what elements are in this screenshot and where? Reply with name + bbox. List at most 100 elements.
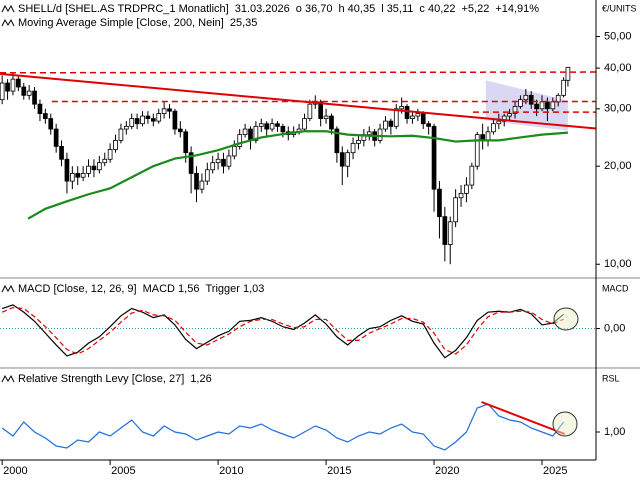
candle-body xyxy=(53,128,59,147)
candle-body xyxy=(248,128,253,141)
candle-body xyxy=(16,78,21,88)
x-tick-label: 2000 xyxy=(3,465,27,477)
candle-body xyxy=(420,113,426,125)
candle-body xyxy=(204,169,210,182)
candle-body xyxy=(464,184,469,194)
header-text: Trigger 1,03 xyxy=(205,283,264,295)
header-text: c 40,22 xyxy=(419,3,455,15)
candle-body xyxy=(269,123,275,130)
candle-body xyxy=(334,128,340,154)
candle-body xyxy=(32,90,37,105)
candle-body xyxy=(469,165,475,186)
highlight-circle xyxy=(552,411,578,437)
candle-body xyxy=(534,103,539,110)
candle-body xyxy=(491,123,496,133)
candle-body xyxy=(156,113,162,122)
candle-body xyxy=(161,108,167,115)
candle-body xyxy=(539,101,545,110)
y-tick-label: 40,00 xyxy=(604,62,632,74)
candle-body xyxy=(231,146,237,157)
y-tick-label: 10,00 xyxy=(604,258,632,270)
x-tick-label: 2015 xyxy=(327,465,351,477)
candle-body xyxy=(86,165,91,174)
y-tick-label: 1,00 xyxy=(604,426,625,438)
header-text: MACD [Close, 12, 26, 9] xyxy=(18,283,137,295)
axis-label: €/UNITS xyxy=(602,3,637,13)
candle-body xyxy=(426,123,431,127)
candle-body xyxy=(458,192,464,199)
candle-body xyxy=(512,106,518,115)
candle-body xyxy=(431,125,437,190)
header-text: h 40,35 xyxy=(338,3,375,15)
candle-body xyxy=(523,94,529,101)
candle-body xyxy=(177,128,183,133)
candle-body xyxy=(258,123,264,127)
header-text: 31.03.2026 xyxy=(235,3,290,15)
header-text: MACD 1,56 xyxy=(143,283,200,295)
candle-body xyxy=(323,115,329,119)
candle-body xyxy=(388,120,394,127)
candle-body xyxy=(188,152,194,174)
candle-body xyxy=(366,131,372,136)
candle-body xyxy=(507,113,512,117)
candle-body xyxy=(307,103,313,119)
header-text: o 36,70 xyxy=(296,3,333,15)
candle-body xyxy=(410,115,415,119)
candle-body xyxy=(113,139,118,150)
candle-body xyxy=(437,188,442,218)
candle-body xyxy=(555,94,561,103)
candle-body xyxy=(194,173,199,190)
candle-body xyxy=(399,106,404,110)
y-tick-label: 0,00 xyxy=(604,322,625,334)
x-tick-label: 2025 xyxy=(543,465,567,477)
candle-body xyxy=(21,86,27,96)
candle-body xyxy=(0,82,5,101)
candle-body xyxy=(215,158,221,164)
candle-body xyxy=(474,134,480,167)
candle-body xyxy=(496,120,502,125)
candle-body xyxy=(37,103,43,115)
candle-body xyxy=(561,79,566,96)
candle-body xyxy=(43,113,48,119)
y-tick-label: 20,00 xyxy=(604,160,632,172)
candle-body xyxy=(91,165,97,171)
candle-body xyxy=(501,115,507,122)
candle-body xyxy=(550,101,556,110)
candle-body xyxy=(356,139,361,144)
candle-body xyxy=(172,110,178,130)
panel-icon xyxy=(1,4,15,13)
candle-body xyxy=(377,128,383,141)
candle-body xyxy=(242,128,248,136)
indicator-line xyxy=(1,304,564,359)
moving-average xyxy=(27,130,569,220)
candle-body xyxy=(140,115,145,125)
candle-body xyxy=(275,123,280,127)
panel-icon xyxy=(1,18,15,27)
header-text: SHELL/d [SHEL.AS TRDPRC_1 Monatlich] xyxy=(18,3,229,15)
candle-body xyxy=(221,158,226,167)
candle-body xyxy=(48,118,54,130)
candle-body xyxy=(350,142,356,154)
header-text: +5,22 xyxy=(462,3,490,15)
x-tick-label: 2010 xyxy=(219,465,243,477)
candle-body xyxy=(134,118,140,125)
plot-layer: 10,00 20,00 30,00 40,00 50,00 €/UNITS SHELL/d … xyxy=(0,3,637,477)
candle-body xyxy=(329,115,334,130)
candle-body xyxy=(107,149,113,160)
candle-body xyxy=(442,216,448,245)
candle-body xyxy=(10,78,16,92)
indicator-line xyxy=(1,403,565,451)
x-tick-label: 2005 xyxy=(111,465,135,477)
candle-body xyxy=(69,173,75,182)
candle-body xyxy=(199,180,205,190)
candle-body xyxy=(183,131,189,154)
candle-body xyxy=(545,101,550,110)
candle-body xyxy=(26,90,32,96)
trend-line xyxy=(0,72,597,130)
axis-label: RSL xyxy=(602,373,620,383)
candle-body xyxy=(96,162,102,171)
header-text: 25,35 xyxy=(230,17,258,29)
